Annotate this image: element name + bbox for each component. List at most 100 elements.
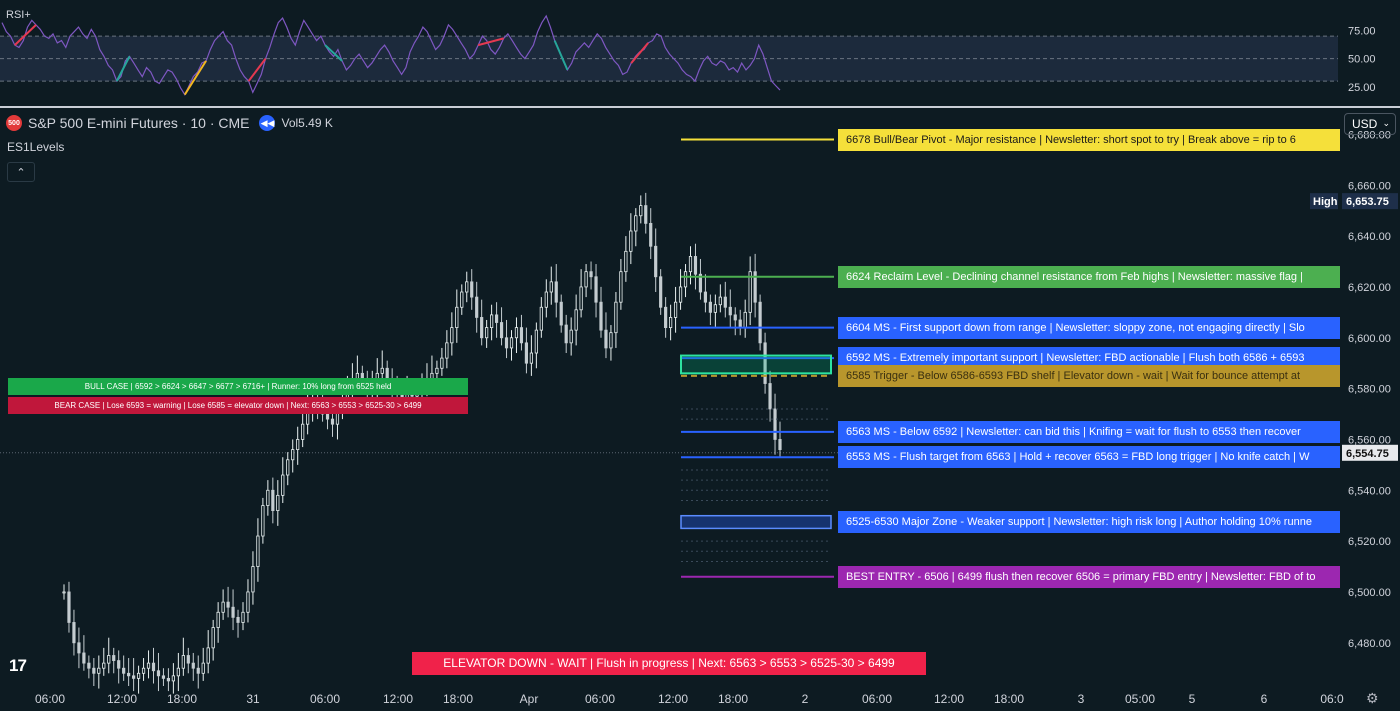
level-label: 6553 MS - Flush target from 6563 | Hold …: [838, 446, 1340, 469]
candle-body: [669, 317, 673, 328]
candle-body: [236, 616, 240, 623]
high-tag-label: High: [1313, 196, 1338, 208]
candle-body: [276, 494, 280, 512]
rsi-label[interactable]: RSI+: [6, 9, 31, 21]
y-tick-label: 6,500.00: [1348, 587, 1391, 599]
candle-body: [738, 319, 742, 328]
x-tick-label: Apr: [520, 692, 539, 706]
candle-body: [564, 324, 568, 344]
candle-body: [718, 296, 722, 306]
y-tick-label: 6,540.00: [1348, 485, 1391, 497]
rsi-divergence-line: [553, 40, 569, 71]
candle-body: [186, 655, 190, 664]
candle-body: [574, 309, 578, 331]
settings-icon[interactable]: ⚙: [1366, 690, 1379, 706]
candle-body: [117, 660, 121, 669]
candle-body: [122, 667, 126, 674]
candle-body: [529, 352, 533, 364]
x-tick-label: 18:00: [718, 692, 748, 706]
candle-body: [166, 677, 171, 682]
currency-select[interactable]: USD ⌄: [1344, 113, 1396, 135]
candle-body: [330, 418, 335, 425]
y-tick-label: 6,600.00: [1348, 333, 1391, 345]
rsi-tick-label: 75.00: [1348, 26, 1376, 38]
candle-body: [92, 667, 96, 674]
symbol-title[interactable]: S&P 500 E-mini Futures · 10 · CME: [28, 115, 250, 131]
collapse-indicators-button[interactable]: ⌃: [7, 162, 35, 182]
candle-body: [62, 591, 66, 594]
candle-body: [301, 423, 305, 440]
x-tick-label: 06:00: [862, 692, 892, 706]
volume-value: 5.49 K: [298, 116, 333, 130]
candle-body: [768, 383, 772, 410]
candle-body: [470, 281, 474, 298]
candle-body: [251, 566, 255, 593]
tradingview-logo-icon[interactable]: 17: [9, 656, 27, 675]
candle-body: [544, 291, 548, 308]
candle-body: [728, 306, 732, 316]
candle-body: [72, 622, 76, 644]
indicator-name[interactable]: ES1Levels: [7, 140, 65, 154]
high-value-bg: [1342, 193, 1398, 210]
candle-body: [455, 306, 459, 328]
candle-body: [490, 314, 494, 328]
x-tick-label: 18:00: [443, 692, 473, 706]
candle-body: [151, 662, 156, 672]
candle-body: [266, 489, 270, 506]
candle-body: [713, 304, 717, 313]
level-label: BEST ENTRY - 6506 | 6499 flush then reco…: [838, 565, 1340, 588]
rsi-divergence-line: [247, 58, 267, 82]
replay-icon[interactable]: ◀◀: [259, 115, 276, 131]
x-tick-label: 06:00: [35, 692, 65, 706]
volume-label: Vol: [281, 116, 299, 130]
level-label: 6563 MS - Below 6592 | Newsletter: can b…: [838, 420, 1340, 443]
last-price-bg: [1342, 444, 1398, 461]
x-tick-label: 6: [1261, 692, 1268, 706]
candle-body: [261, 505, 265, 537]
rsi-divergence-line: [14, 24, 37, 46]
candle-body: [127, 672, 131, 677]
x-tick-label: 06:00: [310, 692, 340, 706]
symbol-header: 500 S&P 500 E-mini Futures · 10 · CME ◀◀…: [6, 115, 333, 131]
y-tick-label: 6,680.00: [1348, 129, 1391, 141]
candle-body: [579, 286, 583, 311]
candle-body: [569, 329, 573, 344]
candle-body: [494, 314, 499, 323]
candle-body: [450, 327, 454, 344]
candle-body: [445, 342, 449, 359]
y-tick-label: 6,580.00: [1348, 384, 1391, 396]
candle-body: [649, 222, 653, 247]
candle-body: [241, 611, 245, 623]
candle-body: [191, 662, 195, 669]
level-label: 6604 MS - First support down from range …: [838, 316, 1340, 339]
candle-body: [475, 296, 479, 318]
level-label: 6592 MS - Extremely important support | …: [838, 347, 1340, 370]
candle-body: [171, 675, 175, 682]
candle-body: [594, 276, 598, 303]
y-tick-label: 6,480.00: [1348, 638, 1391, 650]
high-tag-bg: [1310, 193, 1338, 210]
x-tick-label: 12:00: [934, 692, 964, 706]
candle-body: [519, 327, 524, 344]
level-label: 6678 Bull/Bear Pivot - Major resistance …: [838, 128, 1340, 151]
candle-body: [161, 675, 166, 679]
bull-case-box: BULL CASE | 6592 > 6624 > 6647 > 6677 > …: [8, 378, 468, 395]
candle-body: [614, 301, 618, 334]
level-label: 6585 Trigger - Below 6586-6593 FBD shelf…: [838, 364, 1340, 387]
high-value-label: 6,653.75: [1346, 196, 1389, 208]
candle-body: [659, 276, 663, 308]
status-banner: ELEVATOR DOWN - WAIT | Flush in progress…: [412, 652, 926, 675]
candle-body: [296, 439, 300, 451]
pane-divider[interactable]: [0, 106, 1400, 108]
fbd-shelf-zone: [680, 354, 832, 375]
rsi-divergence-line: [115, 55, 131, 82]
candle-body: [325, 413, 330, 420]
candle-body: [509, 337, 514, 349]
candle-body: [196, 667, 200, 674]
candle-body: [231, 606, 235, 618]
y-tick-label: 6,520.00: [1348, 536, 1391, 548]
symbol-logo-icon: 500: [6, 115, 22, 131]
candle-body: [758, 301, 762, 344]
candle-body: [678, 286, 683, 303]
candle-body: [753, 271, 757, 303]
